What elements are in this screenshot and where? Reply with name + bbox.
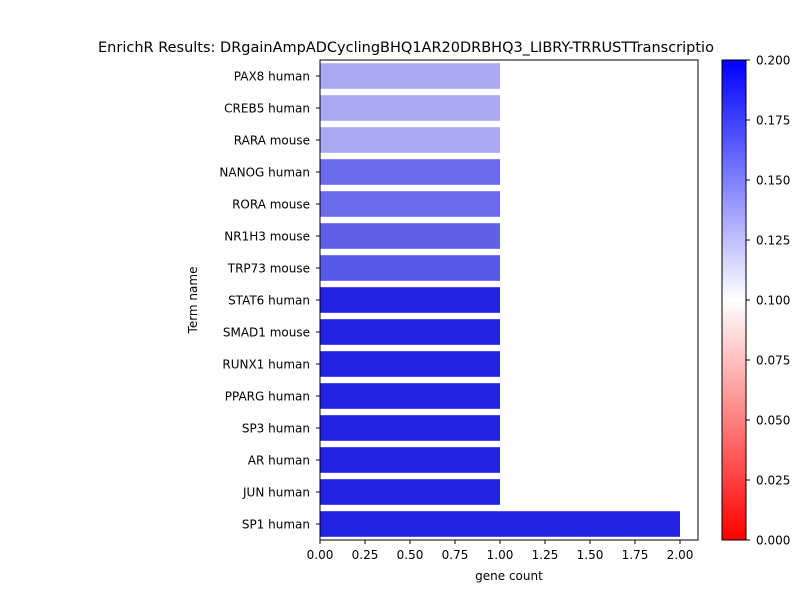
y-tick-label: RUNX1 human — [222, 358, 310, 372]
y-tick-label: SP1 human — [242, 518, 310, 532]
y-tick-label: SP3 human — [242, 422, 310, 436]
chart-title: EnrichR Results: DRgainAmpADCyclingBHQ1A… — [98, 40, 714, 56]
bar — [320, 127, 500, 153]
colorbar-tick-label: 0.175 — [756, 114, 790, 128]
x-tick-label: 0.75 — [442, 548, 469, 562]
x-tick-label: 0.25 — [352, 548, 379, 562]
x-tick-label: 0.00 — [307, 548, 334, 562]
bar — [320, 447, 500, 473]
bar — [320, 319, 500, 345]
y-tick-label: JUN human — [242, 486, 310, 500]
y-tick-label: CREB5 human — [224, 102, 310, 116]
y-tick-label: RARA mouse — [234, 134, 310, 148]
bar — [320, 63, 500, 89]
bars-layer — [320, 63, 680, 537]
colorbar-tick-label: 0.050 — [756, 414, 790, 428]
x-tick-label: 0.50 — [397, 548, 424, 562]
y-axis: PAX8 human CREB5 human RARA mouse NANOG hum… — [219, 70, 320, 532]
y-tick-label: PPARG human — [225, 390, 310, 404]
x-tick-label: 2.00 — [667, 548, 694, 562]
bar — [320, 479, 500, 505]
y-tick-label: RORA mouse — [232, 198, 310, 212]
bar — [320, 383, 500, 409]
colorbar-tick-label: 0.125 — [756, 234, 790, 248]
y-axis-label: Term name — [186, 267, 200, 335]
colorbar-tick-label: 0.075 — [756, 354, 790, 368]
bar — [320, 191, 500, 217]
bar — [320, 223, 500, 249]
colorbar-axis: 0.000 0.025 0.050 0.075 0.100 0.125 0.150 0.175… — [746, 54, 790, 548]
bar — [320, 511, 680, 537]
colorbar-tick-label: 0.150 — [756, 174, 790, 188]
y-tick-label: SMAD1 mouse — [223, 326, 310, 340]
x-axis-label: gene count — [475, 569, 543, 583]
x-tick-label: 1.00 — [487, 548, 514, 562]
x-tick-label: 1.75 — [622, 548, 649, 562]
bar — [320, 287, 500, 313]
bar — [320, 415, 500, 441]
colorbar-tick-label: 0.200 — [756, 54, 790, 68]
x-axis: 0.00 0.25 0.50 0.75 1.00 1.25 1.50 1.75 2.00 — [307, 540, 694, 562]
bar — [320, 95, 500, 121]
bar — [320, 255, 500, 281]
colorbar-tick-label: 0.100 — [756, 294, 790, 308]
y-tick-label: PAX8 human — [234, 70, 310, 84]
x-tick-label: 1.25 — [532, 548, 559, 562]
bar — [320, 351, 500, 377]
y-tick-label: TRP73 mouse — [227, 262, 310, 276]
y-tick-label: STAT6 human — [228, 294, 310, 308]
y-tick-label: NANOG human — [219, 166, 310, 180]
colorbar-tick-label: 0.025 — [756, 474, 790, 488]
colorbar-tick-label: 0.000 — [756, 534, 790, 548]
bar — [320, 159, 500, 185]
y-tick-label: AR human — [248, 454, 310, 468]
x-tick-label: 1.50 — [577, 548, 604, 562]
y-tick-label: NR1H3 mouse — [224, 230, 310, 244]
colorbar — [721, 59, 747, 541]
